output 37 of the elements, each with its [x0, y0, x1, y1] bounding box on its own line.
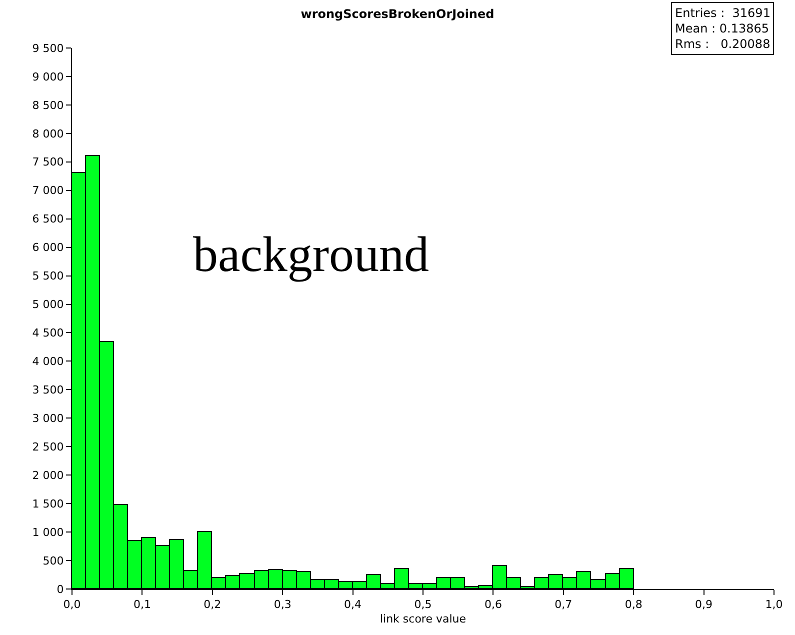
x-tick-label: 0,1 [133, 598, 151, 612]
x-tick-label: 0,6 [484, 598, 502, 612]
y-tick-label: 7 500 [32, 156, 64, 169]
x-tick-label: 0,2 [204, 598, 222, 612]
y-tick-label: 2 000 [32, 468, 64, 482]
x-tick-label: 0,8 [624, 598, 642, 612]
x-tick-label: 0,7 [554, 598, 572, 612]
x-tick-label: 0,3 [274, 598, 292, 612]
y-tick-label: 1 500 [32, 497, 64, 510]
x-axis-title: link score value [380, 612, 466, 626]
y-tick-label: 5 500 [32, 270, 64, 283]
x-tick-label: 0,9 [695, 598, 713, 612]
x-tick-label: 0,5 [414, 598, 432, 612]
y-tick-label: 9 000 [32, 70, 64, 84]
annotation: Rms : 0.20088 [675, 37, 770, 52]
x-tick-label: 0,0 [63, 598, 81, 612]
y-tick-label: 3 500 [32, 384, 64, 397]
y-tick-label: 6 500 [32, 212, 64, 226]
y-tick-label: 5 000 [32, 298, 64, 312]
y-tick-label: 6 000 [32, 241, 64, 254]
chart-title: wrongScoresBrokenOrJoined [300, 6, 494, 21]
y-tick-label: 500 [42, 554, 64, 568]
y-tick-label: 0 [56, 582, 64, 596]
y-tick-label: 8 000 [32, 127, 64, 140]
y-tick-label: 1 000 [32, 526, 64, 539]
x-tick-label: 0,4 [344, 598, 362, 612]
text: Entries : 31691 [675, 6, 770, 20]
y-tick-label: 2 500 [32, 440, 64, 454]
y-tick-label: 3 000 [32, 412, 64, 426]
y-tick-label: 9 500 [32, 42, 64, 55]
y-tick-label: 7 000 [32, 184, 64, 198]
x-tick-label: 1,0 [765, 598, 783, 612]
annotation: background [193, 226, 430, 282]
y-tick-label: 4 500 [32, 326, 64, 340]
y-tick-label: 8 500 [32, 98, 64, 112]
y-tick-label: 4 000 [32, 355, 64, 368]
text: Mean : 0.13865 [675, 22, 769, 36]
